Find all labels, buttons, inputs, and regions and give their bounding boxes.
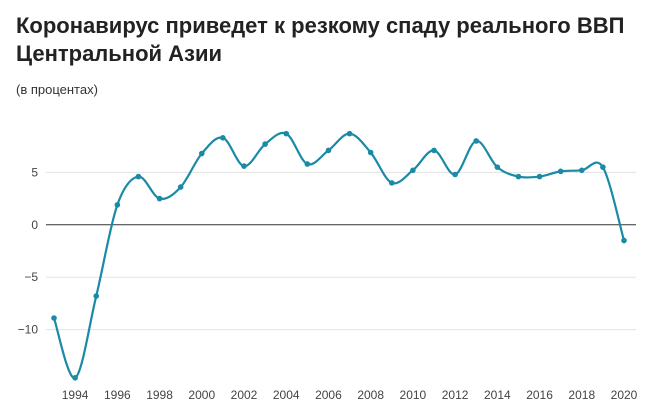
data-point [93, 293, 100, 299]
data-point [367, 149, 374, 156]
x-tick-label: 2018 [568, 388, 595, 402]
data-point [325, 147, 332, 154]
data-point [600, 164, 606, 170]
x-tick-label: 2004 [273, 388, 300, 402]
x-tick-label: 2020 [611, 388, 638, 402]
data-point [557, 168, 564, 175]
x-tick-label: 2008 [357, 388, 384, 402]
y-tick-label: −10 [18, 323, 39, 337]
data-point [198, 150, 205, 157]
x-tick-label: 2006 [315, 388, 342, 402]
data-point [494, 164, 501, 170]
data-point [304, 161, 311, 167]
data-point [515, 173, 522, 180]
x-tick-label: 2014 [484, 388, 511, 402]
data-point [220, 135, 226, 141]
data-point [388, 180, 395, 186]
data-point [473, 138, 480, 144]
series-line [52, 131, 626, 379]
y-tick-label: −5 [24, 270, 38, 284]
y-tick-label: 0 [31, 218, 38, 232]
chart-title: Коронавирус приведет к резкому спаду реа… [16, 13, 625, 66]
grid-lines [46, 171, 636, 331]
y-axis-ticks: −10 −5 0 5 [18, 165, 39, 336]
data-point [114, 202, 121, 208]
data-point [135, 173, 142, 180]
x-tick-label: 2010 [400, 388, 427, 402]
x-tick-label: 2002 [231, 388, 258, 402]
data-point [452, 171, 458, 178]
data-point [621, 237, 627, 244]
data-point [578, 167, 585, 174]
data-point [72, 375, 78, 381]
x-tick-label: 1998 [146, 388, 173, 402]
x-tick-label: 2016 [526, 388, 553, 402]
data-point [51, 315, 57, 321]
data-point [177, 184, 184, 190]
x-tick-label: 1994 [62, 388, 89, 402]
x-tick-label: 2012 [442, 388, 469, 402]
data-point [536, 173, 543, 180]
series-group [51, 130, 627, 381]
data-point [431, 147, 437, 154]
chart-subtitle: (в процентах) [16, 82, 98, 97]
y-tick-label: 5 [31, 165, 38, 179]
data-point [156, 195, 163, 202]
data-point [262, 141, 268, 147]
data-point [241, 163, 247, 169]
x-tick-label: 1996 [104, 388, 131, 402]
x-axis-ticks: 1994 1996 1998 2000 2002 2004 2006 2008 2010 2012… [62, 388, 638, 402]
x-tick-label: 2000 [188, 388, 215, 402]
data-point [283, 130, 290, 137]
data-point [346, 130, 353, 137]
data-point [410, 167, 416, 174]
